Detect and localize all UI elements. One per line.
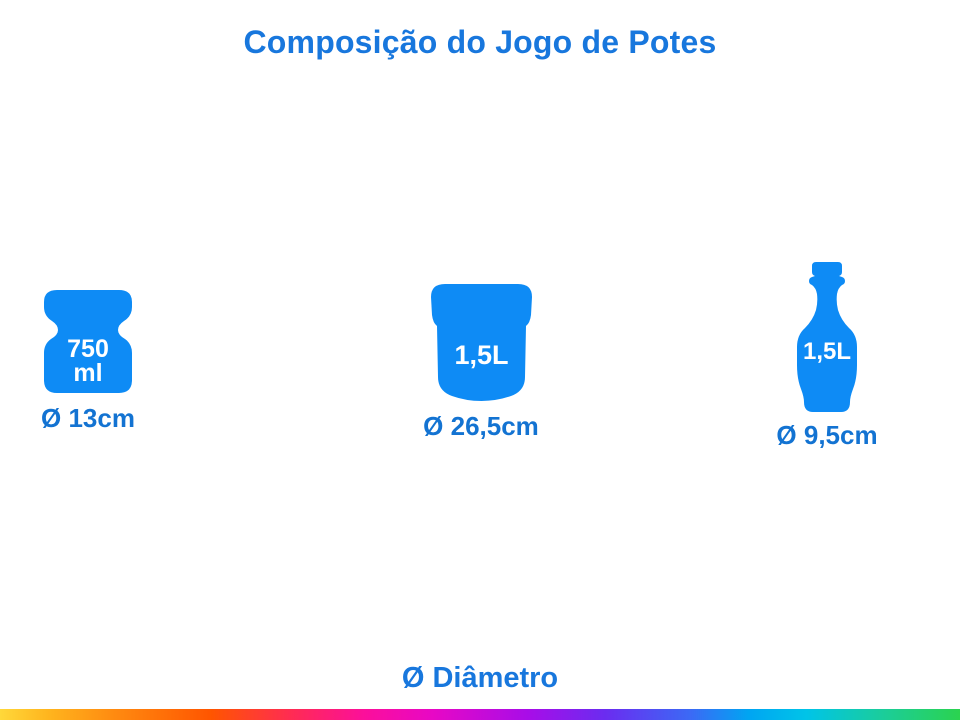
diameter-label: Ø 13cm bbox=[41, 403, 135, 433]
footer-gradient-bar bbox=[0, 709, 960, 720]
product-pot-1-5l: 1,5L Ø 26,5cm bbox=[411, 284, 551, 442]
bottle-silhouette: 1,5L bbox=[797, 262, 857, 412]
page-title: Composição do Jogo de Potes bbox=[243, 24, 717, 60]
product-bottle-1-5l: 1,5L Ø 9,5cm bbox=[762, 262, 892, 451]
diameter-label: Ø 9,5cm bbox=[776, 420, 878, 450]
capacity-value: 750 bbox=[67, 335, 109, 363]
capacity-unit: ml bbox=[73, 359, 102, 387]
jar-silhouette: 750 ml bbox=[44, 290, 132, 393]
diameter-legend: Ø Diâmetro bbox=[401, 662, 559, 694]
diameter-label: Ø 26,5cm bbox=[423, 411, 539, 441]
pot-silhouette: 1,5L bbox=[430, 284, 532, 401]
product-jar-750ml: 750 ml Ø 13cm bbox=[18, 290, 158, 434]
capacity-value: 1,5L bbox=[803, 338, 851, 365]
capacity-value: 1,5L bbox=[454, 340, 508, 370]
